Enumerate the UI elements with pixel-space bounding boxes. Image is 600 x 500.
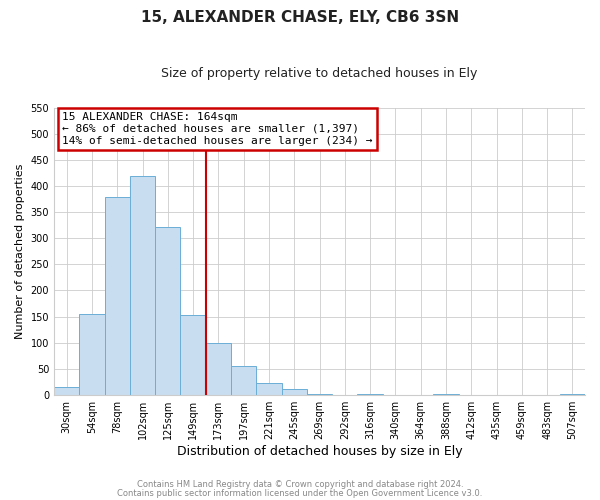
Bar: [104, 196, 130, 394]
Bar: [79, 314, 104, 394]
Text: 15, ALEXANDER CHASE, ELY, CB6 3SN: 15, ALEXANDER CHASE, ELY, CB6 3SN: [141, 10, 459, 25]
Text: Contains HM Land Registry data © Crown copyright and database right 2024.: Contains HM Land Registry data © Crown c…: [137, 480, 463, 489]
Bar: [130, 176, 155, 394]
Text: 15 ALEXANDER CHASE: 164sqm
← 86% of detached houses are smaller (1,397)
14% of s: 15 ALEXANDER CHASE: 164sqm ← 86% of deta…: [62, 112, 373, 146]
Bar: [54, 387, 79, 394]
Bar: [231, 366, 256, 394]
Bar: [181, 315, 206, 394]
Text: Contains public sector information licensed under the Open Government Licence v3: Contains public sector information licen…: [118, 488, 482, 498]
X-axis label: Distribution of detached houses by size in Ely: Distribution of detached houses by size …: [177, 444, 463, 458]
Title: Size of property relative to detached houses in Ely: Size of property relative to detached ho…: [161, 68, 478, 80]
Bar: [206, 342, 231, 394]
Bar: [256, 383, 281, 394]
Bar: [281, 390, 307, 394]
Y-axis label: Number of detached properties: Number of detached properties: [15, 164, 25, 339]
Bar: [155, 227, 181, 394]
